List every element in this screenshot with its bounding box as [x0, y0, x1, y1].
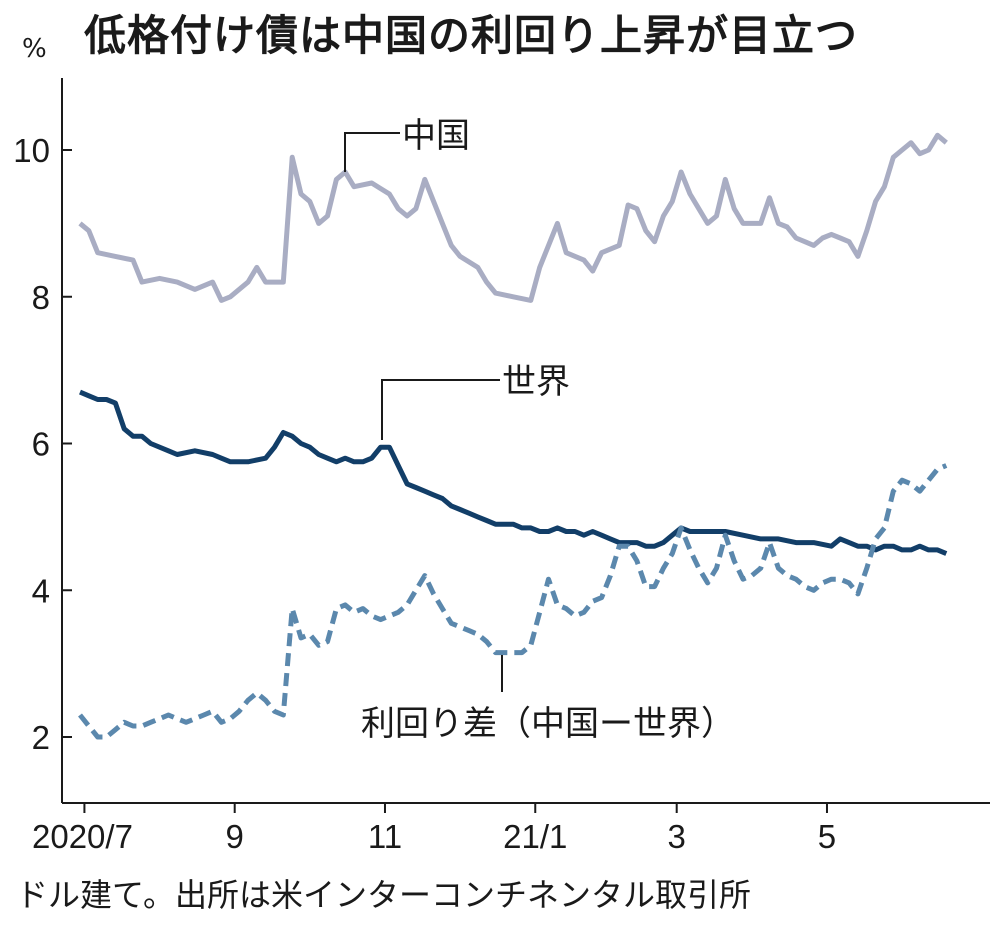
chart-title: 低格付け債は中国の利回り上昇が目立つ	[84, 11, 859, 60]
x-tick-label: 9	[226, 818, 244, 855]
y-tick-label: 8	[32, 279, 50, 316]
series-line-world	[79, 389, 948, 556]
series-label-spread: 利回り差（中国ー世界）	[361, 704, 735, 744]
source-note: ドル建て。出所は米インターコンチネンタル取引所	[16, 876, 752, 914]
y-tick-label: 4	[32, 572, 50, 609]
x-tick-label: 11	[368, 818, 402, 855]
series-label-leader	[344, 132, 400, 172]
series-label-world: 世界	[502, 362, 570, 402]
x-tick-label: 21/1	[503, 818, 567, 855]
series-label-china: 中国	[402, 116, 470, 156]
x-ticks: 2020/7 9 11 21/1 3 5	[32, 803, 836, 855]
y-axis-unit: %	[22, 34, 47, 64]
series-lines	[78, 132, 948, 740]
y-tick-label: 6	[32, 426, 50, 463]
y-tick-label: 10	[13, 132, 50, 169]
x-tick-label: 2020/7	[32, 818, 133, 855]
x-tick-label: 3	[668, 818, 686, 855]
series-label-leader	[381, 379, 500, 440]
y-tick-label: 2	[32, 719, 50, 756]
series-line-spread	[78, 463, 948, 740]
x-tick-label: 5	[818, 818, 836, 855]
y-ticks: 2 4 6 8 10	[13, 132, 72, 756]
series-line-china	[78, 132, 948, 303]
